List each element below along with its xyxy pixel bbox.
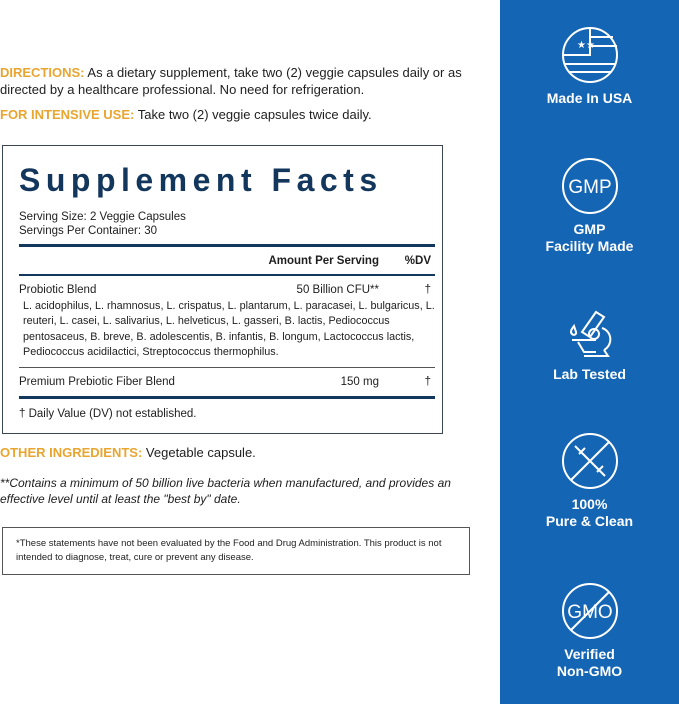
badge-label: GMP Facility Made xyxy=(500,221,679,255)
badge-line: Pure & Clean xyxy=(545,513,634,529)
directions-text: As a dietary supplement, take two (2) ve… xyxy=(0,65,462,97)
badge-line: Non-GMO xyxy=(556,663,623,679)
badge-label: Verified Non-GMO xyxy=(500,646,679,680)
ingredient-amount: 50 Billion CFU** xyxy=(296,283,379,296)
svg-text:★★: ★★ xyxy=(577,40,595,51)
badge-non-gmo: GMO Verified Non-GMO xyxy=(500,582,679,680)
intensive-use: FOR INTENSIVE USE: Take two (2) veggie c… xyxy=(0,106,492,123)
servings-per-container: Servings Per Container: 30 xyxy=(19,225,158,237)
badge-pure-clean: 100% Pure & Clean xyxy=(500,432,679,530)
ingredient-row: Probiotic Blend 50 Billion CFU** † xyxy=(19,283,435,297)
badge-lab-tested: Lab Tested xyxy=(500,308,679,383)
badge-line: 100% xyxy=(571,496,608,512)
column-headers: Amount Per Serving %DV xyxy=(19,254,435,268)
other-text: Vegetable capsule. xyxy=(145,444,256,460)
fda-disclaimer: *These statements have not been evaluate… xyxy=(2,526,470,575)
facts-title: Supplement Facts xyxy=(19,162,383,198)
no-syringe-icon xyxy=(561,433,618,489)
badge-line: Facility Made xyxy=(545,238,634,254)
divider xyxy=(19,274,435,276)
intensive-text: Take two (2) veggie capsules twice daily… xyxy=(137,107,372,122)
amount-header: Amount Per Serving xyxy=(268,255,379,267)
dv-footnote: † Daily Value (DV) not established. xyxy=(19,407,197,420)
intensive-label: FOR INTENSIVE USE: xyxy=(0,107,135,122)
ingredient-dv: † xyxy=(424,375,431,388)
serving-size: Serving Size: 2 Veggie Capsules xyxy=(19,211,186,223)
other-label: OTHER INGREDIENTS: xyxy=(0,444,143,460)
other-ingredients: OTHER INGREDIENTS: Vegetable capsule. xyxy=(0,444,492,461)
svg-text:GMO: GMO xyxy=(567,602,612,623)
label-content: DIRECTIONS: As a dietary supplement, tak… xyxy=(0,64,492,575)
badge-line: GMP xyxy=(573,221,606,237)
divider xyxy=(19,244,435,247)
dv-header: %DV xyxy=(404,255,431,267)
gmp-icon: GMP xyxy=(561,158,618,214)
ingredient-name: Probiotic Blend xyxy=(19,283,97,296)
badge-made-in-usa: ★★ Made In USA xyxy=(500,26,679,107)
divider xyxy=(19,395,435,399)
non-gmo-icon: GMO xyxy=(561,583,618,639)
badge-label: 100% Pure & Clean xyxy=(500,496,679,530)
ingredient-row: Premium Prebiotic Fiber Blend 150 mg † xyxy=(19,375,435,389)
usa-flag-icon: ★★ xyxy=(561,27,618,83)
ingredient-amount: 150 mg xyxy=(340,375,379,388)
probiotic-strains: L. acidophilus, L. rhamnosus, L. crispat… xyxy=(23,299,435,359)
badge-line: Verified xyxy=(564,646,615,662)
directions-label: DIRECTIONS: xyxy=(0,65,85,80)
cfu-note: **Contains a minimum of 50 billion live … xyxy=(0,475,451,506)
divider xyxy=(19,366,435,368)
ingredient-dv: † xyxy=(424,283,431,296)
badge-gmp: GMP GMP Facility Made xyxy=(500,157,679,255)
directions: DIRECTIONS: As a dietary supplement, tak… xyxy=(0,64,492,98)
supplement-facts-panel: Supplement Facts Serving Size: 2 Veggie … xyxy=(2,145,443,434)
svg-text:GMP: GMP xyxy=(568,177,611,198)
microscope-icon xyxy=(569,310,611,357)
badge-label: Made In USA xyxy=(546,90,633,106)
ingredient-name: Premium Prebiotic Fiber Blend xyxy=(19,375,175,388)
badge-label: Lab Tested xyxy=(553,366,626,382)
badges-panel: ★★ Made In USA GMP GMP Facility Made Lab … xyxy=(500,0,679,704)
